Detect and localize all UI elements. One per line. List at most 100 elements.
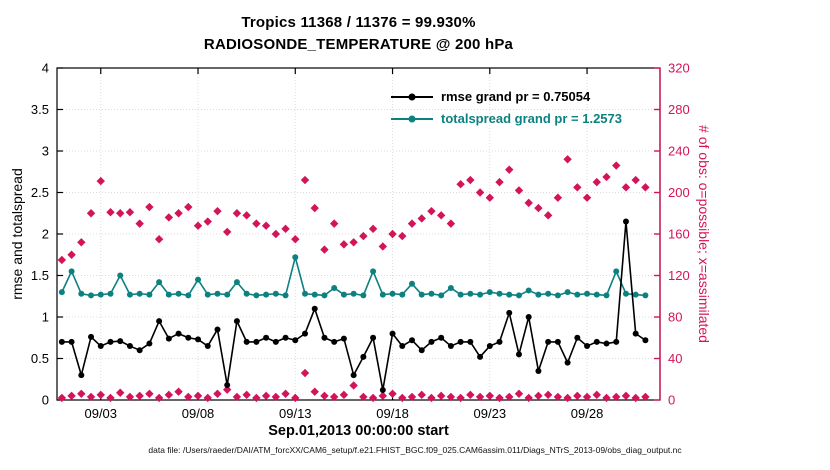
obs-marker xyxy=(524,198,533,208)
series-rmse xyxy=(58,218,649,394)
data-file-caption: data file: /Users/raeder/DAI/ATM_forcXX/… xyxy=(148,445,682,455)
obs-marker xyxy=(485,391,494,401)
point-marker xyxy=(545,290,552,297)
point-marker xyxy=(107,290,114,297)
point-marker xyxy=(117,338,124,345)
obs-marker xyxy=(466,175,475,185)
x-tick-label: 09/03 xyxy=(84,406,117,421)
x-axis-label: Sep.01,2013 00:00:00 start xyxy=(268,423,449,439)
point-marker xyxy=(486,289,493,296)
obs-marker xyxy=(446,219,456,228)
point-marker xyxy=(564,359,571,366)
point-marker xyxy=(350,290,357,297)
right-tick-label: 280 xyxy=(668,102,690,117)
obs-marker xyxy=(242,211,251,220)
obs-marker xyxy=(164,213,174,222)
point-marker xyxy=(195,336,202,343)
point-marker xyxy=(97,291,104,298)
obs-marker xyxy=(612,392,621,402)
point-marker xyxy=(292,337,299,344)
left-tick-label: 2 xyxy=(42,227,49,242)
obs-marker xyxy=(77,238,86,247)
point-marker xyxy=(156,279,163,286)
obs-marker xyxy=(368,224,378,234)
obs-marker xyxy=(359,392,368,402)
point-marker xyxy=(515,292,522,299)
obs-marker xyxy=(193,221,203,230)
right-tick-label: 320 xyxy=(668,61,690,76)
obs-marker xyxy=(524,393,533,403)
point-marker xyxy=(272,290,279,297)
point-marker xyxy=(574,291,581,298)
obs-marker xyxy=(184,202,193,212)
obs-marker xyxy=(96,390,105,400)
obs-marker xyxy=(456,180,465,189)
obs-marker xyxy=(582,193,592,202)
point-marker xyxy=(477,353,484,360)
obs-marker xyxy=(612,161,621,170)
point-marker xyxy=(165,335,172,342)
point-marker xyxy=(525,287,532,294)
legend-item-0: rmse grand pr = 0.75054 xyxy=(391,88,622,105)
point-marker xyxy=(554,292,561,299)
obs-marker xyxy=(417,390,426,400)
point-marker xyxy=(68,268,75,275)
point-marker xyxy=(584,290,591,297)
obs-marker xyxy=(271,392,281,402)
obs-marker xyxy=(203,393,212,403)
obs-marker xyxy=(329,219,339,228)
obs-marker xyxy=(534,391,543,401)
point-marker xyxy=(175,290,182,297)
x-tick-label: 09/18 xyxy=(376,406,409,421)
point-marker xyxy=(457,291,464,298)
legend-item-1: totalspread grand pr = 1.2573 xyxy=(391,110,622,127)
obs-marker xyxy=(213,389,222,398)
point-marker xyxy=(506,309,513,316)
point-marker xyxy=(408,280,415,287)
point-marker xyxy=(593,338,600,345)
axis-ticks xyxy=(57,67,660,401)
obs-marker xyxy=(368,393,378,403)
legend-line-sample-rmse xyxy=(391,93,433,100)
plot-title-variable: RADIOSONDE_TEMPERATURE @ 200 hPa xyxy=(203,36,514,53)
obs-marker xyxy=(641,183,650,192)
point-marker xyxy=(457,338,464,345)
point-marker xyxy=(545,338,552,345)
right-tick-label: 120 xyxy=(668,268,690,283)
obs-marker xyxy=(125,392,135,402)
obs-marker xyxy=(436,211,446,220)
obs-marker xyxy=(543,211,553,220)
point-marker xyxy=(233,279,240,286)
point-marker xyxy=(224,382,231,389)
point-marker xyxy=(525,314,532,320)
point-marker xyxy=(195,276,202,283)
point-marker xyxy=(224,291,231,298)
point-marker xyxy=(185,334,192,341)
left-tick-label: 0.5 xyxy=(31,351,49,366)
obs-marker xyxy=(184,392,193,402)
obs-marker xyxy=(261,221,271,230)
obs-marker xyxy=(592,390,601,400)
obs-marker xyxy=(86,392,96,402)
obs-marker xyxy=(57,255,67,265)
obs-marker xyxy=(232,392,242,402)
point-marker xyxy=(214,290,221,297)
right-tick-label: 160 xyxy=(668,227,690,242)
point-marker xyxy=(340,291,347,298)
point-marker xyxy=(613,268,620,275)
point-marker xyxy=(136,347,143,354)
point-marker xyxy=(418,347,425,354)
right-tick-label: 40 xyxy=(668,351,682,366)
point-marker xyxy=(350,372,357,379)
left-tick-label: 3.5 xyxy=(31,102,49,117)
obs-marker xyxy=(329,392,339,402)
obs-marker xyxy=(320,245,329,254)
obs-marker xyxy=(505,165,514,174)
plot-title-counts: Tropics 11368 / 11376 = 99.930% xyxy=(241,14,476,31)
point-marker xyxy=(486,343,493,350)
legend-label-rmse: rmse grand pr = 0.75054 xyxy=(441,89,591,104)
obs-marker xyxy=(621,391,631,401)
obs-marker xyxy=(398,393,407,403)
point-marker xyxy=(584,343,591,350)
